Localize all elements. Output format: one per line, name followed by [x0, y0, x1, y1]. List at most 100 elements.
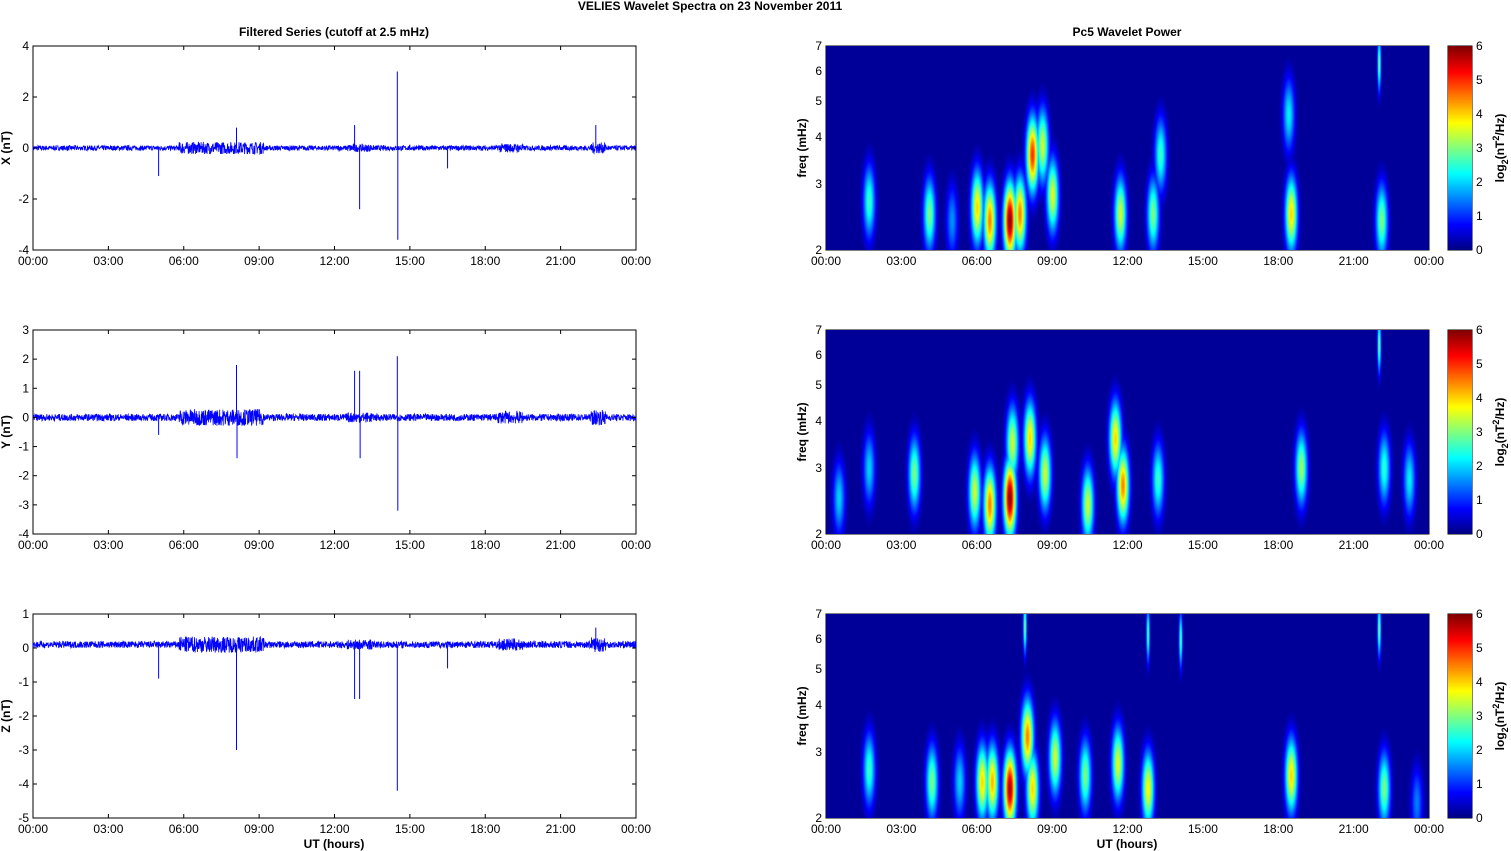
heatmap-xtick-label: 00:00 [1414, 254, 1444, 268]
right-column-title: Pc5 Wavelet Power [1073, 25, 1182, 39]
right-xlabel: UT (hours) [1097, 837, 1158, 851]
left-xlabel: UT (hours) [304, 837, 365, 851]
series-line [32, 141, 637, 156]
series-xtick-label: 06:00 [169, 822, 199, 836]
heatmap-xtick-label: 18:00 [1263, 254, 1293, 268]
series-xtick-label: 18:00 [470, 822, 500, 836]
freq-label: freq (mHz) [795, 686, 809, 745]
heatmap-xtick-label: 12:00 [1112, 538, 1142, 552]
ytick-label: 0 [22, 410, 29, 424]
heatmap-xtick-label: 21:00 [1339, 254, 1369, 268]
colorbar-tick-label: 6 [1476, 39, 1483, 53]
colorbar-tick-label: 1 [1476, 493, 1483, 507]
series-xtick-label: 21:00 [546, 538, 576, 552]
wavelet-power-heatmap [826, 46, 1429, 250]
freq-tick-label: 7 [815, 607, 822, 621]
colorbar [1448, 330, 1472, 534]
series-xtick-label: 18:00 [470, 538, 500, 552]
heatmap-xtick-label: 00:00 [1414, 822, 1444, 836]
ytick-label: -2 [18, 192, 29, 206]
series-xtick-label: 09:00 [244, 254, 274, 268]
ylabel: Z (nT) [0, 699, 13, 732]
heatmap-xtick-label: 00:00 [811, 254, 841, 268]
heatmap-xtick-label: 15:00 [1188, 822, 1218, 836]
heatmap-xtick-label: 15:00 [1188, 538, 1218, 552]
ytick-label: -4 [18, 243, 29, 257]
freq-tick-label: 6 [815, 632, 822, 646]
heatmap-xtick-label: 03:00 [886, 254, 916, 268]
left-column-title: Filtered Series (cutoff at 2.5 mHz) [239, 25, 429, 39]
series-xtick-label: 18:00 [470, 254, 500, 268]
ytick-label: 1 [22, 607, 29, 621]
ytick-label: -2 [18, 469, 29, 483]
colorbar-tick-label: 1 [1476, 777, 1483, 791]
freq-tick-label: 6 [815, 64, 822, 78]
heatmap-xtick-label: 00:00 [811, 538, 841, 552]
figure-title: VELIES Wavelet Spectra on 23 November 20… [578, 0, 843, 13]
colorbar-label: log2(nT2/Hz) [1491, 398, 1510, 467]
wavelet-power-heatmap [826, 614, 1429, 818]
freq-tick-label: 3 [815, 745, 822, 759]
heatmap-xtick-label: 09:00 [1037, 254, 1067, 268]
ytick-label: 0 [22, 141, 29, 155]
series-xtick-label: 06:00 [169, 538, 199, 552]
heatmap-xtick-label: 21:00 [1339, 538, 1369, 552]
colorbar-tick-label: 6 [1476, 607, 1483, 621]
series-xtick-label: 03:00 [93, 538, 123, 552]
colorbar-tick-label: 2 [1476, 743, 1483, 757]
ytick-label: 4 [22, 39, 29, 53]
freq-tick-label: 2 [815, 811, 822, 825]
colorbar-tick-label: 0 [1476, 527, 1483, 541]
heatmap-xtick-label: 06:00 [962, 538, 992, 552]
colorbar-tick-label: 1 [1476, 209, 1483, 223]
series-xtick-label: 12:00 [319, 254, 349, 268]
freq-tick-label: 5 [815, 94, 822, 108]
wavelet-power-heatmap [826, 330, 1429, 534]
ytick-label: -5 [18, 811, 29, 825]
freq-tick-label: 4 [815, 698, 822, 712]
ylabel: Y (nT) [0, 415, 13, 449]
colorbar-tick-label: 5 [1476, 357, 1483, 371]
colorbar-label: log2(nT2/Hz) [1491, 682, 1510, 751]
ytick-label: -3 [18, 743, 29, 757]
ytick-label: -3 [18, 498, 29, 512]
freq-tick-label: 6 [815, 348, 822, 362]
freq-tick-label: 7 [815, 323, 822, 337]
series-xtick-label: 06:00 [169, 254, 199, 268]
colorbar-tick-label: 4 [1476, 107, 1483, 121]
freq-tick-label: 7 [815, 39, 822, 53]
freq-tick-label: 2 [815, 243, 822, 257]
colorbar-tick-label: 6 [1476, 323, 1483, 337]
series-xtick-label: 00:00 [18, 254, 48, 268]
colorbar-tick-label: 3 [1476, 425, 1483, 439]
series-xtick-label: 09:00 [244, 538, 274, 552]
series-line [32, 636, 637, 654]
series-xtick-label: 12:00 [319, 538, 349, 552]
colorbar-tick-label: 4 [1476, 675, 1483, 689]
series-xtick-label: 15:00 [395, 538, 425, 552]
freq-label: freq (mHz) [795, 118, 809, 177]
ytick-label: -1 [18, 675, 29, 689]
heatmap-xtick-label: 00:00 [811, 822, 841, 836]
ytick-label: 2 [22, 90, 29, 104]
series-xtick-label: 03:00 [93, 822, 123, 836]
series-xtick-label: 03:00 [93, 254, 123, 268]
ytick-label: -4 [18, 777, 29, 791]
ytick-label: 2 [22, 352, 29, 366]
colorbar [1448, 46, 1472, 250]
ytick-label: -2 [18, 709, 29, 723]
series-xtick-label: 21:00 [546, 254, 576, 268]
heatmap-xtick-label: 06:00 [962, 254, 992, 268]
heatmap-xtick-label: 06:00 [962, 822, 992, 836]
heatmap-xtick-label: 12:00 [1112, 822, 1142, 836]
colorbar-tick-label: 5 [1476, 73, 1483, 87]
colorbar-tick-label: 0 [1476, 811, 1483, 825]
series-xtick-label: 00:00 [18, 822, 48, 836]
freq-tick-label: 3 [815, 461, 822, 475]
freq-label: freq (mHz) [795, 402, 809, 461]
heatmap-xtick-label: 15:00 [1188, 254, 1218, 268]
colorbar-tick-label: 5 [1476, 641, 1483, 655]
series-xtick-label: 09:00 [244, 822, 274, 836]
colorbar-tick-label: 2 [1476, 175, 1483, 189]
